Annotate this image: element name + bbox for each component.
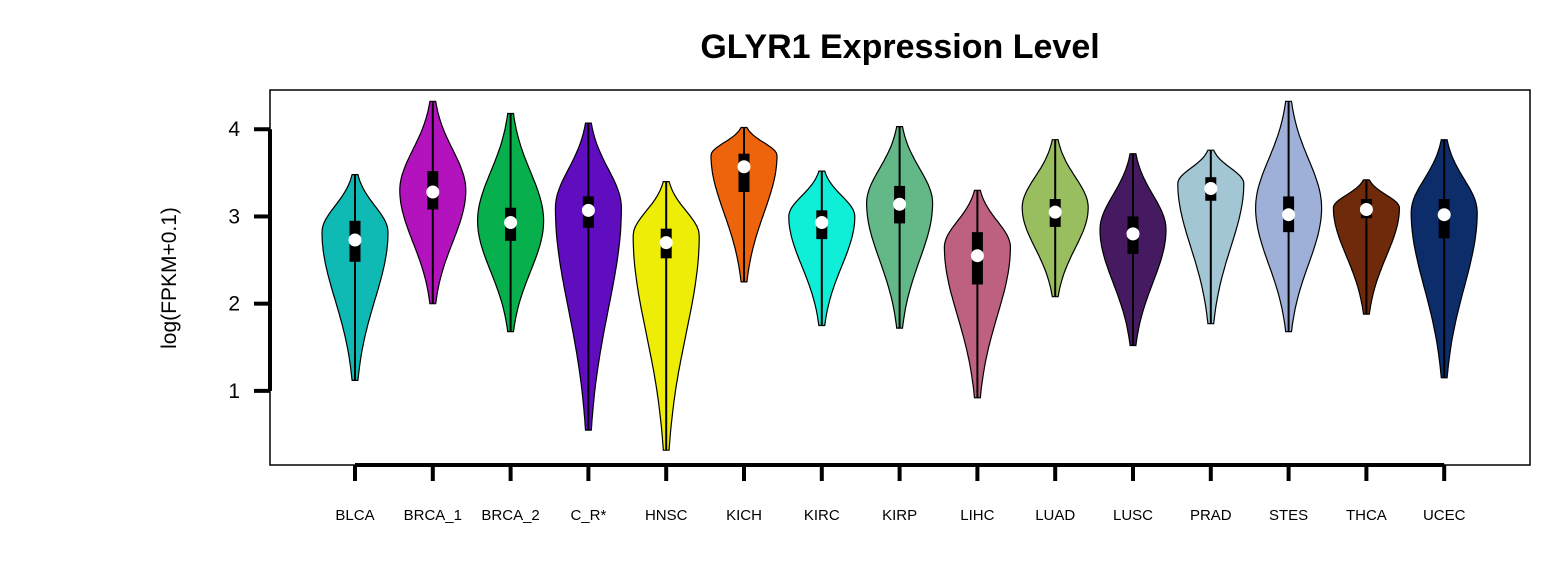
x-tick-label: KICH xyxy=(726,507,762,524)
violin-stes xyxy=(1254,100,1323,333)
x-tick-label: LUSC xyxy=(1113,507,1153,524)
violin-ucec xyxy=(1410,139,1478,379)
violin-c-r- xyxy=(554,122,623,431)
violin-median-point xyxy=(1204,182,1218,196)
violin-median-point xyxy=(970,249,984,263)
violin-median-point xyxy=(1048,205,1062,219)
violin-median-point xyxy=(659,236,673,250)
x-tick-label: KIRC xyxy=(804,507,840,524)
violin-brca-1 xyxy=(399,100,467,305)
x-tick-label: LUAD xyxy=(1035,507,1075,524)
violin-kirp xyxy=(865,126,934,329)
x-tick-label: THCA xyxy=(1346,507,1387,524)
violin-median-point xyxy=(348,233,362,247)
y-tick-label: 1 xyxy=(228,380,240,403)
y-axis: 1 2 3 4 xyxy=(228,118,272,403)
x-tick-label: UCEC xyxy=(1423,507,1466,524)
x-tick-label: LIHC xyxy=(960,507,994,524)
violin-median-point xyxy=(1126,227,1140,241)
x-tick-label: HNSC xyxy=(645,507,688,524)
violin-median-point xyxy=(504,216,518,230)
x-tick-label: C_R* xyxy=(570,507,606,524)
violin-median-point xyxy=(893,197,907,211)
violin-median-point xyxy=(815,216,829,230)
violin-median-point xyxy=(737,160,751,174)
violin-median-point xyxy=(1282,208,1296,222)
violin-lihc xyxy=(943,189,1011,399)
violin-median-point xyxy=(1437,208,1451,222)
y-tick-label: 4 xyxy=(228,118,240,141)
violin-lusc xyxy=(1099,153,1167,347)
violin-median-point xyxy=(426,185,440,199)
violin-prad xyxy=(1177,149,1245,325)
chart-title: GLYR1 Expression Level xyxy=(700,28,1099,66)
violin-median-point xyxy=(581,203,595,217)
y-axis-label: log(FPKM+0.1) xyxy=(158,207,181,349)
violin-blca xyxy=(321,174,389,381)
x-tick-label: STES xyxy=(1269,507,1308,524)
violin-luad xyxy=(1021,139,1089,298)
x-tick-label: KIRP xyxy=(882,507,917,524)
x-axis: BLCA BRCA_1 BRCA_2 C_R* HNSC KICH KIRC KIRP LIHC… xyxy=(335,463,1466,524)
x-tick-label: BRCA_2 xyxy=(481,507,539,524)
x-tick-label: PRAD xyxy=(1190,507,1232,524)
violin-hnsc xyxy=(632,181,700,451)
x-tick-label: BRCA_1 xyxy=(404,507,462,524)
violin-median-point xyxy=(1359,202,1373,216)
violin-kirc xyxy=(788,170,856,327)
violin-kich xyxy=(710,126,778,283)
violin-thca xyxy=(1332,179,1401,315)
y-tick-label: 2 xyxy=(228,293,240,316)
x-tick-label: BLCA xyxy=(335,507,374,524)
violin-brca-2 xyxy=(477,112,545,333)
y-tick-label: 3 xyxy=(228,205,240,228)
violin-group xyxy=(321,100,1478,451)
